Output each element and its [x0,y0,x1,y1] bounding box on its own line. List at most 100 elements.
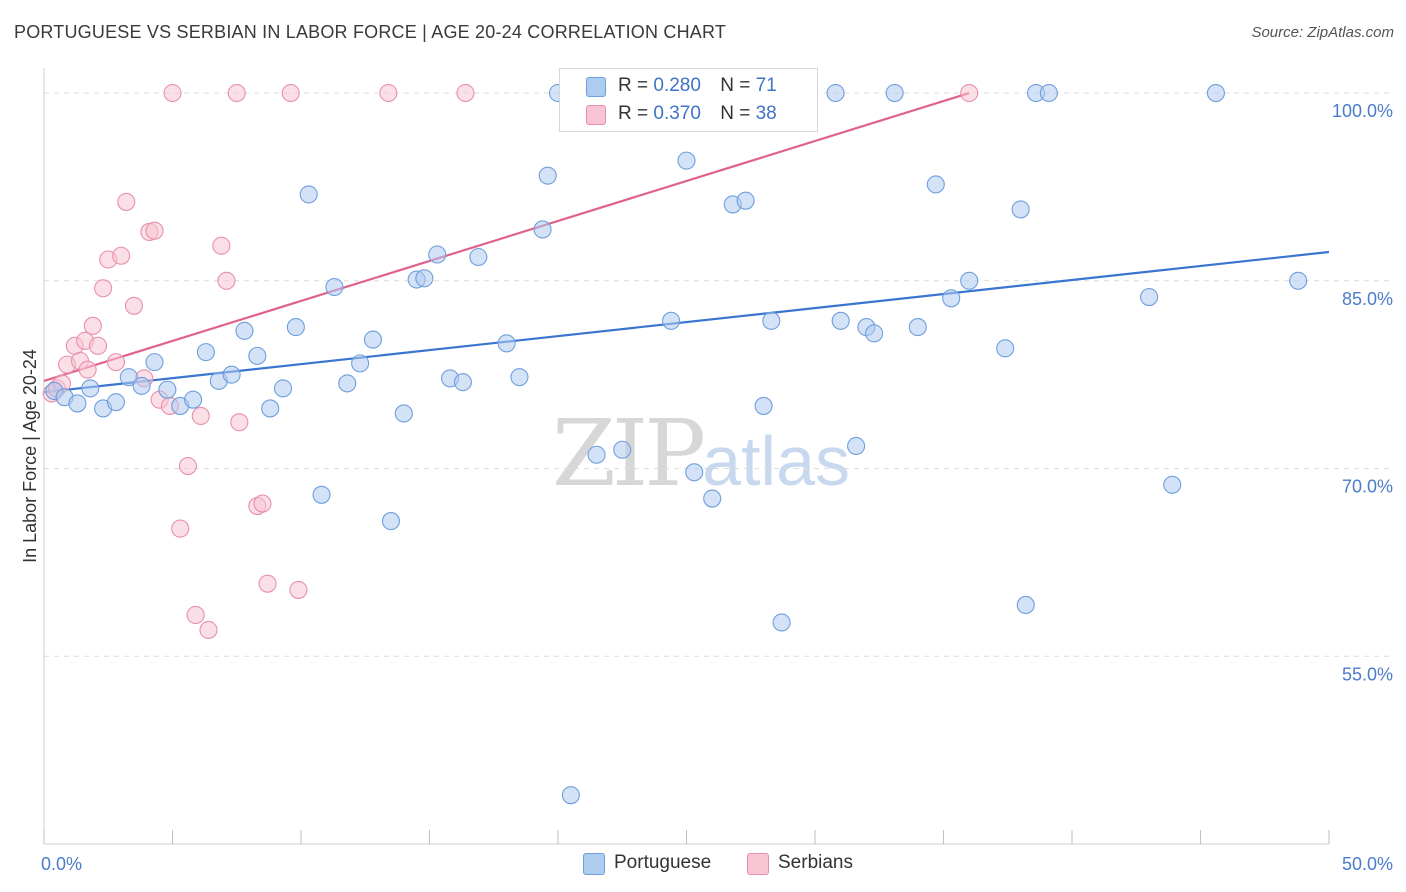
point-portuguese [831,311,850,330]
point-serbians [212,236,231,255]
legend-r-value-portuguese: 0.280 [653,75,701,96]
legend-r-label: R = [618,75,654,96]
bottom-legend-label-portuguese: Portuguese [614,852,712,873]
point-serbians [178,456,197,476]
point-serbians [106,353,126,372]
legend-r-label: R = [618,103,654,124]
point-serbians [230,413,249,432]
chart-title: PORTUGUESE VS SERBIAN IN LABOR FORCE | A… [14,22,727,42]
point-portuguese [960,271,979,290]
bottom-legend-swatch-portuguese [583,853,605,875]
y-tick-label: 100.0% [1332,101,1393,121]
legend-n-value-portuguese: 71 [755,75,777,96]
point-portuguese [248,346,267,365]
point-portuguese [453,373,472,392]
point-portuguese [1039,83,1058,103]
point-portuguese [469,247,488,267]
legend-n-label: N = [720,75,756,96]
bottom-legend-label-serbians: Serbians [778,852,853,873]
point-portuguese [132,376,151,395]
point-portuguese [561,786,580,805]
point-portuguese [826,83,845,103]
point-portuguese [996,339,1015,358]
point-portuguese [677,151,696,170]
point-serbians [379,83,398,103]
point-portuguese [106,393,126,412]
point-serbians [88,336,108,355]
point-portuguese [1140,287,1159,307]
point-portuguese [119,368,138,387]
point-portuguese [325,277,344,297]
point-serbians [171,519,190,538]
point-portuguese [942,289,961,308]
point-portuguese [772,613,791,632]
point-portuguese [158,380,177,399]
point-serbians [456,83,475,103]
point-serbians [281,83,300,103]
point-portuguese [1163,475,1182,494]
point-portuguese [865,324,884,343]
axes [43,68,1330,845]
point-serbians [78,360,97,379]
point-portuguese [312,485,331,504]
point-portuguese [908,318,927,337]
point-portuguese [685,463,704,482]
legend-n-value-serbians: 38 [755,103,777,124]
y-tick-label: 70.0% [1342,477,1393,497]
y-axis-title: In Labor Force | Age 20-24 [20,349,40,563]
point-portuguese [381,512,401,531]
point-serbians [227,83,246,103]
point-portuguese [145,353,164,372]
point-serbians [145,221,164,240]
correlation-legend: R = 0.280 N = 71 R = 0.370 N = 38 [559,68,818,132]
point-serbians [253,494,272,513]
point-serbians [217,271,236,290]
point-portuguese [703,489,722,508]
legend-swatch-serbians [586,105,606,125]
point-serbians [124,296,143,315]
point-portuguese [613,440,632,459]
point-portuguese [235,321,254,340]
point-serbians [117,192,136,211]
y-tick-label: 55.0% [1342,664,1393,684]
point-portuguese [286,318,305,337]
point-serbians [258,574,277,593]
point-portuguese [510,368,529,387]
tick-labels: In Labor Force | Age 20-24 100.0% 85.0% 70.… [20,101,1393,874]
point-portuguese [1289,271,1308,290]
x-tick-label: 50.0% [1342,854,1393,874]
point-portuguese [847,436,866,456]
point-serbians [186,605,205,625]
point-portuguese [538,166,557,185]
point-portuguese [351,354,370,373]
point-portuguese [926,175,945,194]
point-serbians [960,83,979,103]
point-portuguese [885,83,904,103]
data-points [42,83,1308,805]
point-portuguese [184,390,203,409]
point-portuguese [273,379,293,398]
point-portuguese [1016,595,1035,614]
point-portuguese [1206,83,1225,103]
watermark-atlas: atlas [702,422,851,500]
point-serbians [112,246,131,265]
point-portuguese [222,365,241,384]
point-portuguese [662,311,681,330]
point-portuguese [428,245,447,264]
point-portuguese [762,311,781,330]
gridlines [44,92,1394,657]
trend-lines [43,91,1330,394]
point-portuguese [736,191,755,210]
legend-n-label: N = [720,103,756,124]
point-portuguese [394,404,413,423]
point-portuguese [81,379,100,398]
x-tick-label: 0.0% [41,854,82,874]
source-credit: Source: ZipAtlas.com [1251,24,1394,41]
point-portuguese [338,374,357,393]
point-portuguese [196,343,215,362]
watermark: ZIPatlas [552,400,850,507]
point-serbians [289,580,308,599]
point-serbians [199,620,218,640]
point-serbians [163,83,182,103]
